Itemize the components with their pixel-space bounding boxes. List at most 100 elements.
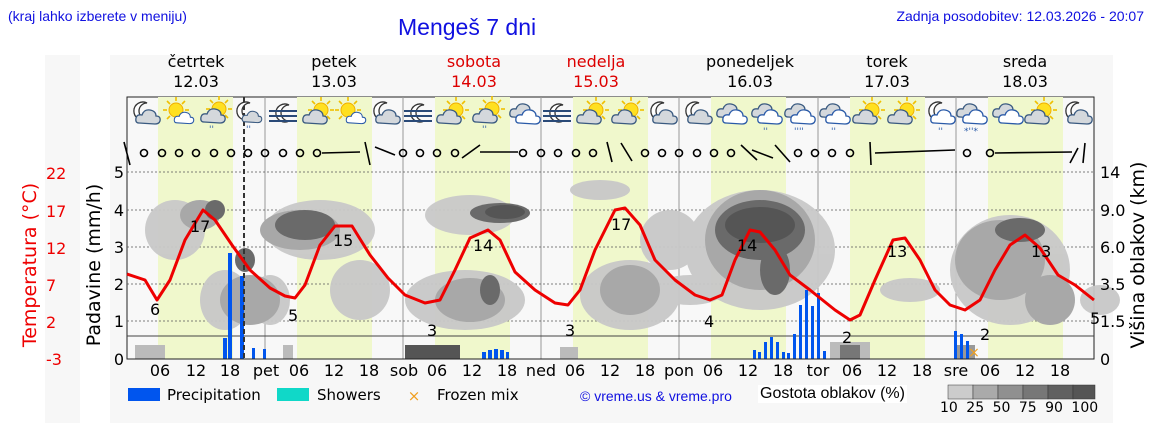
svg-text:0: 0 <box>114 350 124 369</box>
temperature-axis: 22 17 12 7 2 -3 <box>46 164 66 369</box>
last-update: Zadnja posodobitev: 12.03.2026 - 20:07 <box>896 8 1144 24</box>
day-header-monday: ponedeljek 16.03 <box>690 52 810 92</box>
svg-text:14: 14 <box>473 236 493 255</box>
svg-text:-3: -3 <box>46 350 62 369</box>
moon-rain-icon: '' <box>236 101 263 135</box>
day-name: nedelja <box>566 52 626 71</box>
svg-text:15: 15 <box>333 231 353 250</box>
svg-text:0: 0 <box>1100 350 1110 369</box>
svg-text:17: 17 <box>190 217 210 236</box>
precipitation-legend-label: Precipitation <box>167 386 261 404</box>
svg-text:06: 06 <box>289 361 309 380</box>
svg-text:12: 12 <box>324 361 344 380</box>
precip-axis: 5 4 3 2 1 0 <box>114 163 124 369</box>
svg-text:2: 2 <box>980 325 990 344</box>
temperature-line <box>126 206 1095 322</box>
precipitation-bars <box>223 253 969 359</box>
svg-text:12: 12 <box>738 361 758 380</box>
sun-rain-icon: '' <box>200 95 233 135</box>
day-header-saturday: sobota 14.03 <box>414 52 534 92</box>
svg-text:6.0: 6.0 <box>1100 238 1125 257</box>
precip-axis-label: Padavine (mm/h) <box>83 184 105 347</box>
svg-text:pet: pet <box>253 361 279 380</box>
day-header-tuesday: torek 17.03 <box>827 52 947 92</box>
day-date: 17.03 <box>864 72 910 91</box>
day-name: četrtek <box>167 52 225 71</box>
svg-text:3: 3 <box>114 238 124 257</box>
svg-text:'': '' <box>246 125 251 135</box>
day-date: 13.03 <box>311 72 357 91</box>
svg-text:5: 5 <box>114 163 124 182</box>
x-axis-labels: 06 12 18 pet 06 12 18 sob 06 12 18 ned 06 12 18 pon… <box>150 361 1070 380</box>
sun-rain-icon: '' <box>472 95 506 135</box>
day-header-friday: petek 13.03 <box>274 52 394 92</box>
cloud-rain-icon: '' <box>819 103 851 137</box>
day-header-thursday: četrtek 12.03 <box>136 52 256 92</box>
svg-text:'': '' <box>209 125 214 135</box>
temperature-extreme-labels: 6 17 5 15 3 14 3 17 4 14 2 13 2 13 5 <box>150 215 1100 347</box>
svg-text:06: 06 <box>980 361 1000 380</box>
svg-text:4: 4 <box>704 312 714 331</box>
showers-legend-swatch <box>277 388 309 401</box>
svg-text:'': '' <box>831 127 836 137</box>
svg-text:14: 14 <box>737 236 757 255</box>
svg-text:pon: pon <box>664 361 694 380</box>
day-name: sreda <box>1002 52 1048 71</box>
svg-text:12: 12 <box>1015 361 1035 380</box>
cloud-density-ticks: 10 25 50 75 90 100 <box>940 400 1099 416</box>
svg-text:06: 06 <box>565 361 585 380</box>
cloud-height-axis: 14 9.0 6.0 3.5 1.5 0 <box>1100 163 1125 369</box>
svg-text:18: 18 <box>220 361 240 380</box>
day-name: sobota <box>446 52 502 71</box>
svg-text:18: 18 <box>635 361 655 380</box>
svg-text:06: 06 <box>842 361 862 380</box>
frozen-mix-legend-label: Frozen mix <box>437 386 519 404</box>
svg-text:tor: tor <box>807 361 830 380</box>
copyright-link[interactable]: © vreme.us & vreme.pro <box>580 388 732 404</box>
day-date: 18.03 <box>1002 72 1048 91</box>
cloud-height-axis-label: Višina oblakov (km) <box>1127 162 1149 349</box>
temperature-axis-label: Temperatura (°C) <box>19 183 41 348</box>
svg-text:1: 1 <box>114 312 124 331</box>
svg-text:18: 18 <box>359 361 379 380</box>
cloud-sleet-icon: *''* <box>956 103 988 137</box>
day-header-wednesday: sreda 18.03 <box>965 52 1085 92</box>
svg-text:sre: sre <box>944 361 968 380</box>
temperature-axis-panel <box>45 55 80 423</box>
svg-text:17: 17 <box>46 202 66 221</box>
svg-text:4: 4 <box>114 201 124 220</box>
cloud-density-scale <box>947 384 1096 400</box>
cloud-rain-icon: '' <box>751 103 783 137</box>
svg-text:14: 14 <box>1100 163 1120 182</box>
moon-rain-icon: '' <box>928 101 956 137</box>
cloud-heavy-rain-icon: '''' <box>784 103 816 137</box>
day-date: 16.03 <box>727 72 773 91</box>
svg-text:sob: sob <box>390 361 418 380</box>
svg-text:ned: ned <box>526 361 556 380</box>
svg-text:06: 06 <box>150 361 170 380</box>
svg-text:*''*: *''* <box>964 127 978 137</box>
day-name: petek <box>311 52 357 71</box>
day-name: torek <box>866 52 908 71</box>
svg-text:17: 17 <box>611 215 631 234</box>
svg-text:3: 3 <box>427 321 437 340</box>
svg-text:13: 13 <box>1031 242 1051 261</box>
svg-text:2: 2 <box>114 275 124 294</box>
svg-text:3: 3 <box>565 321 575 340</box>
svg-text:5: 5 <box>288 306 298 325</box>
svg-text:12: 12 <box>877 361 897 380</box>
day-header-sunday: nedelja 15.03 <box>536 52 656 92</box>
svg-text:18: 18 <box>773 361 793 380</box>
svg-text:3.5: 3.5 <box>1100 275 1125 294</box>
svg-text:12: 12 <box>46 239 66 258</box>
svg-text:18: 18 <box>912 361 932 380</box>
svg-text:12: 12 <box>186 361 206 380</box>
svg-text:9.0: 9.0 <box>1100 201 1125 220</box>
page-title: Mengeš 7 dni <box>398 14 537 40</box>
svg-text:18: 18 <box>497 361 517 380</box>
svg-text:5: 5 <box>1090 309 1100 328</box>
svg-text:2: 2 <box>46 313 56 332</box>
day-date: 12.03 <box>173 72 219 91</box>
frozen-mix-legend-icon: × <box>408 387 421 405</box>
